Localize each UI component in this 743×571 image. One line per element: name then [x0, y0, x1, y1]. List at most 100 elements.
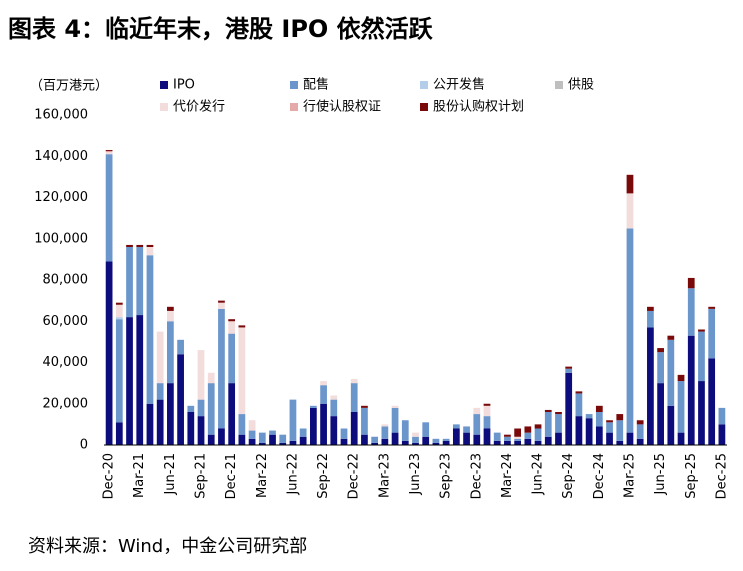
x-tick-label: Sep-25 — [684, 453, 699, 499]
y-tick-label: 40,000 — [43, 355, 89, 370]
bar-segment — [473, 407, 481, 415]
bar-segment — [391, 405, 399, 408]
bar-segment — [718, 424, 726, 445]
bar-segment — [340, 438, 348, 445]
bar-segment — [698, 381, 705, 445]
x-tick-label: Jun-22 — [285, 453, 300, 496]
bar-segment — [514, 438, 522, 441]
bar-segment — [115, 304, 123, 318]
legend-swatch — [290, 103, 298, 111]
bar-segment — [667, 405, 675, 445]
bar-segment — [616, 440, 624, 445]
bar-segment — [708, 308, 716, 359]
bar-segment — [391, 407, 399, 433]
bar-segment — [616, 420, 624, 441]
x-tick-label: Dec-20 — [102, 453, 117, 499]
bar-segment — [626, 193, 634, 229]
bar-segment — [309, 407, 317, 445]
legend-swatch — [420, 103, 428, 111]
y-tick-label: 120,000 — [34, 190, 88, 205]
bar-segment — [667, 335, 675, 340]
bar-segment — [575, 416, 583, 445]
bar-segment — [258, 442, 266, 445]
bar-segment — [167, 306, 174, 311]
bar-segment — [708, 306, 716, 309]
bar-segment — [330, 399, 338, 417]
bar-segment — [299, 428, 307, 437]
bar-segment — [207, 372, 215, 384]
bar-segment — [238, 325, 246, 328]
bar-segment — [269, 430, 276, 435]
bar-segment — [657, 352, 664, 384]
bar-segment — [146, 244, 154, 247]
bar-segment — [381, 424, 389, 427]
bar-segment — [105, 261, 113, 445]
legend-label: 行使认股权证 — [303, 99, 381, 115]
legend-label: 配售 — [303, 77, 329, 93]
bar-segment — [412, 432, 419, 437]
bar-segment — [126, 244, 133, 247]
legend-label: 股份认购权计划 — [433, 99, 524, 115]
y-axis-unit: （百万港元） — [30, 79, 108, 94]
bar-segment — [156, 399, 164, 445]
bar-segment — [126, 247, 133, 318]
bar-segment — [595, 426, 603, 445]
x-tick-label: Dec-24 — [592, 453, 607, 499]
x-tick-label: Sep-23 — [439, 453, 454, 499]
bar-segment — [452, 424, 460, 429]
bar-segment — [381, 438, 389, 445]
bar-segment — [606, 422, 613, 433]
bar-segment — [687, 335, 695, 445]
bar-segment — [585, 414, 593, 419]
bar-segment — [350, 379, 358, 384]
bar-segment — [401, 440, 409, 445]
bar-segment — [544, 409, 552, 412]
bar-segment — [279, 434, 287, 443]
bar-segment — [238, 434, 246, 445]
bar-segment — [473, 434, 481, 445]
x-tick-label: Mar-22 — [255, 453, 270, 498]
bar-segment — [514, 436, 522, 439]
bar-segment — [412, 436, 419, 443]
x-tick-label: Dec-22 — [347, 453, 362, 499]
x-tick-label: Mar-24 — [500, 453, 515, 498]
bar-segment — [432, 438, 440, 443]
chart-title: 图表 4：临近年末，港股 IPO 依然活跃 — [8, 15, 434, 43]
bar-segment — [248, 420, 256, 431]
bar-segment — [524, 438, 532, 445]
bar-segment — [279, 442, 287, 445]
bar-segment — [534, 424, 542, 429]
bar-segment — [218, 428, 225, 445]
bar-segment — [197, 399, 205, 417]
bar-segment — [555, 414, 562, 433]
bar-segment — [565, 368, 573, 373]
x-tick-label: Dec-23 — [469, 453, 484, 499]
bar-segment — [657, 348, 664, 353]
bar-segment — [187, 412, 195, 445]
bar-segment — [565, 366, 573, 369]
bar-segment — [657, 383, 664, 445]
bar-segment — [555, 412, 562, 415]
bar-segment — [105, 151, 113, 153]
bar-segment — [167, 321, 174, 384]
bar-segment — [636, 424, 644, 439]
x-tick-label: Dec-25 — [714, 453, 729, 499]
bar-segment — [473, 414, 481, 435]
bar-segment — [565, 372, 573, 445]
bar-segment — [146, 403, 154, 445]
bar-segment — [381, 426, 389, 439]
bar-segment — [585, 418, 593, 445]
y-tick-label: 60,000 — [43, 314, 89, 329]
x-tick-label: Sep-21 — [194, 453, 209, 499]
bar-segment — [575, 393, 583, 417]
bar-segment — [371, 442, 379, 445]
bar-segment — [483, 428, 491, 445]
bar-segment — [647, 306, 654, 311]
bar-segment — [401, 420, 409, 441]
bar-segment — [677, 381, 685, 433]
bar-segment — [534, 428, 542, 441]
bar-segment — [636, 438, 644, 445]
x-tick-label: Mar-25 — [622, 453, 637, 498]
bar-segment — [647, 310, 654, 328]
bar-segment — [238, 327, 246, 415]
